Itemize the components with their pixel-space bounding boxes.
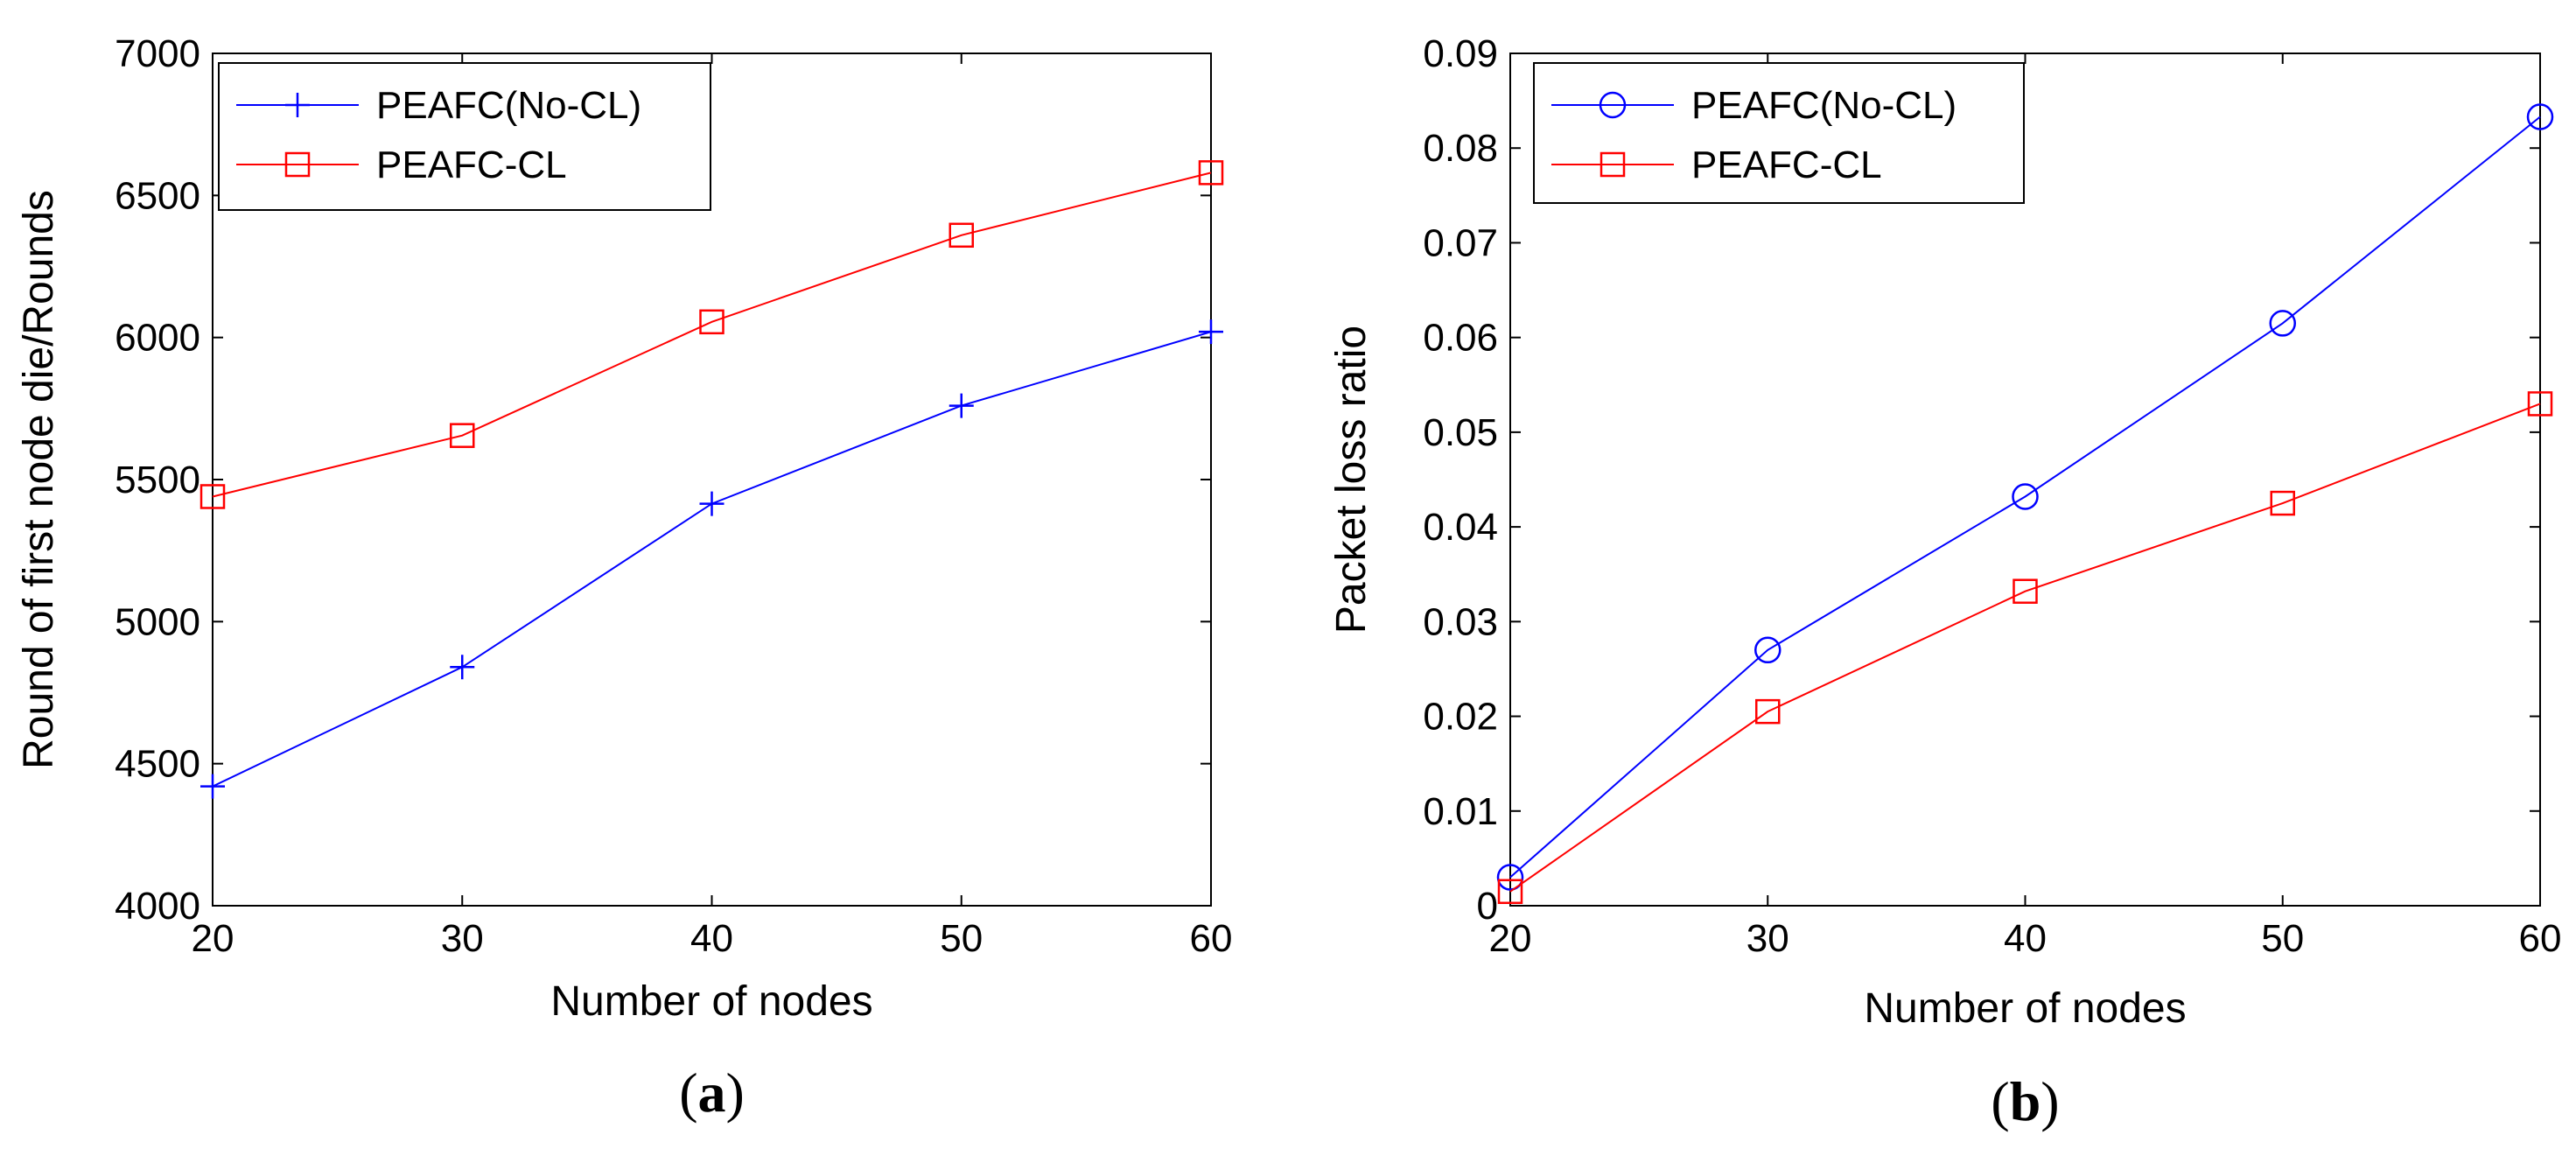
legend-marker [285,93,310,117]
y-tick-label: 6500 [115,174,200,217]
data-point [2269,310,2296,337]
x-tick-label: 40 [690,917,733,960]
series-line [1509,116,2541,879]
y-tick-label: 4500 [115,743,200,786]
data-point [1754,636,1782,664]
legend-box [1533,62,2025,204]
x-tick-label: 30 [441,917,484,960]
data-point [699,309,724,335]
series-line [1509,403,2541,893]
data-point [1198,160,1224,186]
legend-label: PEAFC(No-CL) [1691,84,1956,127]
x-tick-label: 20 [192,917,234,960]
data-point [699,491,724,516]
y-tick-label: 0.01 [1423,790,1498,833]
x-tick-label: 60 [1190,917,1233,960]
y-tick-label: 5500 [115,459,200,501]
y-tick-label: 0.06 [1423,317,1498,360]
y-tick-label: 0.05 [1423,411,1498,454]
y-axis-title: Round of first node die/Rounds [16,190,62,769]
data-point [2270,490,2295,516]
x-axis-title: Number of nodes [1864,985,2186,1032]
caption-open-paren: ( [679,1061,697,1124]
legend-box [218,62,711,211]
y-tick-label: 0.09 [1423,32,1498,75]
data-point [1755,698,1781,725]
x-tick-label: 30 [1746,917,1789,960]
data-point [2527,391,2553,417]
y-tick-label: 4000 [115,885,200,928]
series-line [212,172,1212,498]
y-tick-label: 0.03 [1423,600,1498,643]
data-point [200,484,226,509]
caption-open-paren: ( [1991,1070,2009,1132]
caption-letter: b [2010,1070,2041,1132]
caption-letter: a [698,1061,726,1124]
chart-a: 20 30 40 50 60 4000 4500 5000 5500 6000 6500 7000 PE… [16,32,1232,1124]
data-point [450,423,475,448]
y-tick-label: 5000 [115,600,200,643]
caption-close-paren: ) [2040,1070,2059,1132]
y-tick-label: 0.07 [1423,221,1498,264]
x-tick-label: 60 [2519,917,2562,960]
data-point [2012,483,2039,510]
data-point [1497,879,1523,905]
data-point [1199,319,1223,345]
data-point [948,393,974,418]
caption-close-paren: ) [726,1061,745,1124]
chart-b: 20 30 40 50 60 0 0.01 0.02 0.03 0.04 0.05 0.06 0.07 0… [1328,32,2561,1132]
data-point [450,655,475,680]
y-tick-label: 0.02 [1423,696,1498,739]
y-tick-label: 6000 [115,317,200,360]
x-tick-label: 50 [940,917,983,960]
data-point [2526,103,2554,130]
y-axis-title: Packet loss ratio [1328,326,1375,634]
panel-caption: (b) [1991,1070,2059,1132]
data-point [948,222,974,249]
legend-marker [284,151,311,178]
data-point [1496,864,1524,891]
x-axis-title: Number of nodes [550,978,872,1025]
data-point [2012,578,2038,604]
x-tick-label: 20 [1489,917,1532,960]
y-tick-label: 0.08 [1423,127,1498,170]
legend-marker [1600,151,1626,178]
data-point [200,774,225,799]
x-tick-label: 40 [2004,917,2047,960]
x-tick-label: 50 [2261,917,2304,960]
legend-marker [1599,91,1627,119]
panel-caption: (a) [679,1061,745,1124]
y-tick-label: 0 [1477,885,1498,928]
y-tick-label: 0.04 [1423,506,1498,549]
legend-label: PEAFC-CL [376,144,567,186]
legend-label: PEAFC(No-CL) [376,84,641,127]
y-tick-label: 7000 [115,32,200,75]
legend-label: PEAFC-CL [1691,144,1882,186]
